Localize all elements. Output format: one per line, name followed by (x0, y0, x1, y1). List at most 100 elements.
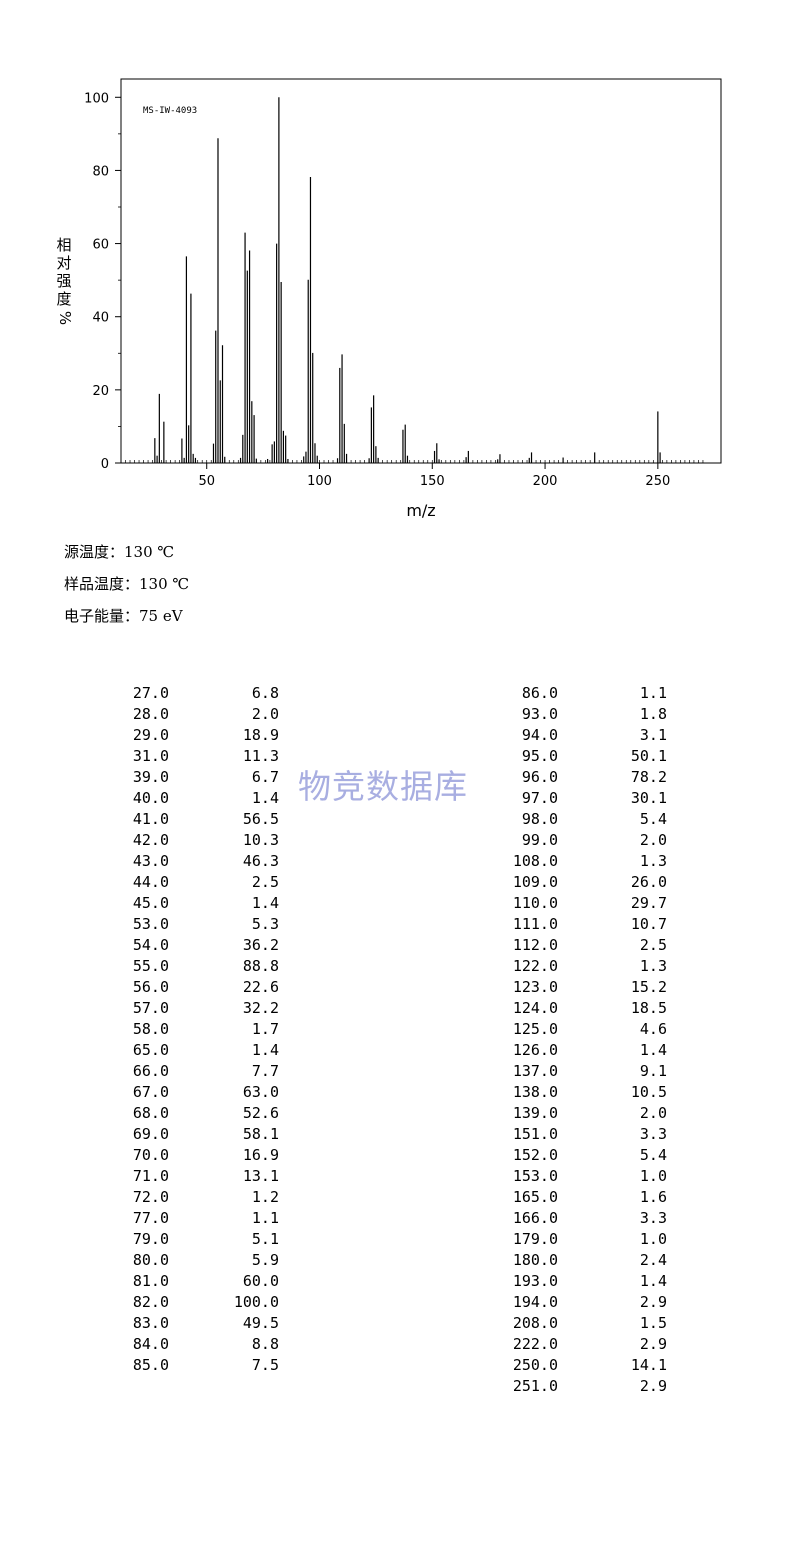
intensity-value: 5.4 (639, 1146, 667, 1164)
intensity-value: 1.2 (251, 1188, 279, 1206)
mz-value: 40.0 (132, 789, 169, 807)
mz-value: 108.0 (512, 852, 558, 870)
mz-value: 165.0 (512, 1188, 558, 1206)
peak-table-row: 96.0 78.2 (498, 767, 678, 788)
mz-value: 54.0 (132, 936, 169, 954)
intensity-value: 1.3 (639, 957, 667, 975)
y-label-char: 对 (56, 254, 71, 272)
mz-value: 111.0 (512, 915, 558, 933)
mz-value: 98.0 (521, 810, 558, 828)
intensity-value: 5.4 (639, 810, 667, 828)
intensity-value: 29.7 (630, 894, 667, 912)
intensity-value: 11.3 (242, 747, 279, 765)
peak-table-row: 109.0 26.0 (498, 872, 678, 893)
peak-table-row: 39.0 6.7 (120, 767, 290, 788)
peak-table-row: 125.0 4.6 (498, 1019, 678, 1040)
intensity-value: 1.4 (639, 1041, 667, 1059)
sample-temperature-label: 样品温度： (64, 575, 140, 593)
x-axis-ticks: 50 100 150 200 250 (198, 463, 670, 489)
y-label-char: 强 (56, 272, 71, 290)
peak-table-row: 86.0 1.1 (498, 683, 678, 704)
peak-table-row: 29.0 18.9 (120, 725, 290, 746)
intensity-value: 5.3 (251, 915, 279, 933)
peak-table-row: 222.0 2.9 (498, 1334, 678, 1355)
y-axis-ticks: 0 20 40 60 80 100 (84, 91, 121, 472)
mz-value: 123.0 (512, 978, 558, 996)
peak-table-row: 53.0 5.3 (120, 914, 290, 935)
electron-energy-label: 电子能量： (64, 607, 140, 625)
intensity-value: 13.1 (242, 1167, 279, 1185)
peak-table-row: 54.0 36.2 (120, 935, 290, 956)
peak-table-row: 28.0 2.0 (120, 704, 290, 725)
peak-table-row: 95.0 50.1 (498, 746, 678, 767)
spectrum-id-annotation: MS-IW-4093 (143, 106, 197, 116)
mz-value: 81.0 (132, 1272, 169, 1290)
peak-table-row: 72.0 1.2 (120, 1187, 290, 1208)
peak-table-row: 55.0 88.8 (120, 956, 290, 977)
electron-energy-value: 75 eV (139, 607, 183, 625)
intensity-value: 8.8 (251, 1335, 279, 1353)
intensity-value: 88.8 (242, 957, 279, 975)
mz-value: 137.0 (512, 1062, 558, 1080)
mz-value: 96.0 (521, 768, 558, 786)
mz-value: 41.0 (132, 810, 169, 828)
y-tick-label: 80 (92, 164, 109, 179)
intensity-value: 3.3 (639, 1209, 667, 1227)
y-tick-label: 60 (92, 238, 109, 253)
peak-table-row: 152.0 5.4 (498, 1145, 678, 1166)
peak-table-row: 208.0 1.5 (498, 1313, 678, 1334)
mz-value: 79.0 (132, 1230, 169, 1248)
peak-table-row: 108.0 1.3 (498, 851, 678, 872)
mz-value: 93.0 (521, 705, 558, 723)
intensity-value: 18.5 (630, 999, 667, 1017)
mz-value: 65.0 (132, 1041, 169, 1059)
mz-value: 42.0 (132, 831, 169, 849)
intensity-value: 1.7 (251, 1020, 279, 1038)
y-label-char: % (56, 311, 74, 325)
intensity-value: 2.5 (639, 936, 667, 954)
intensity-value: 5.9 (251, 1251, 279, 1269)
intensity-value: 2.0 (251, 705, 279, 723)
mz-value: 45.0 (132, 894, 169, 912)
peak-table-row: 65.0 1.4 (120, 1040, 290, 1061)
mz-value: 151.0 (512, 1125, 558, 1143)
intensity-value: 2.0 (639, 1104, 667, 1122)
mz-value: 31.0 (132, 747, 169, 765)
mz-value: 66.0 (132, 1062, 169, 1080)
peak-table-row: 93.0 1.8 (498, 704, 678, 725)
intensity-value: 4.6 (639, 1020, 667, 1038)
intensity-value: 50.1 (630, 747, 667, 765)
peak-table-row: 57.0 32.2 (120, 998, 290, 1019)
mz-value: 83.0 (132, 1314, 169, 1332)
plot-frame (120, 78, 722, 464)
source-temperature-value: 130 ℃ (124, 543, 175, 561)
peak-table-row: 151.0 3.3 (498, 1124, 678, 1145)
mz-value: 53.0 (132, 915, 169, 933)
peak-table-row: 85.0 7.5 (120, 1355, 290, 1376)
intensity-value: 1.6 (639, 1188, 667, 1206)
mz-value: 222.0 (512, 1335, 558, 1353)
peak-table-row: 180.0 2.4 (498, 1250, 678, 1271)
peak-table-row: 80.0 5.9 (120, 1250, 290, 1271)
intensity-value: 3.1 (639, 726, 667, 744)
intensity-value: 14.1 (630, 1356, 667, 1374)
intensity-value: 56.5 (242, 810, 279, 828)
intensity-value: 2.4 (639, 1251, 667, 1269)
mz-value: 138.0 (512, 1083, 558, 1101)
peak-table-row: 82.0 100.0 (120, 1292, 290, 1313)
mz-value: 43.0 (132, 852, 169, 870)
mz-value: 44.0 (132, 873, 169, 891)
intensity-value: 63.0 (242, 1083, 279, 1101)
mz-value: 193.0 (512, 1272, 558, 1290)
mz-value: 70.0 (132, 1146, 169, 1164)
intensity-value: 30.1 (630, 789, 667, 807)
mz-value: 180.0 (512, 1251, 558, 1269)
mz-value: 85.0 (132, 1356, 169, 1374)
mz-value: 126.0 (512, 1041, 558, 1059)
mz-value: 56.0 (132, 978, 169, 996)
intensity-value: 1.0 (639, 1167, 667, 1185)
intensity-value: 1.3 (639, 852, 667, 870)
peak-table-row: 251.0 2.9 (498, 1376, 678, 1397)
peak-table-row: 123.0 15.2 (498, 977, 678, 998)
